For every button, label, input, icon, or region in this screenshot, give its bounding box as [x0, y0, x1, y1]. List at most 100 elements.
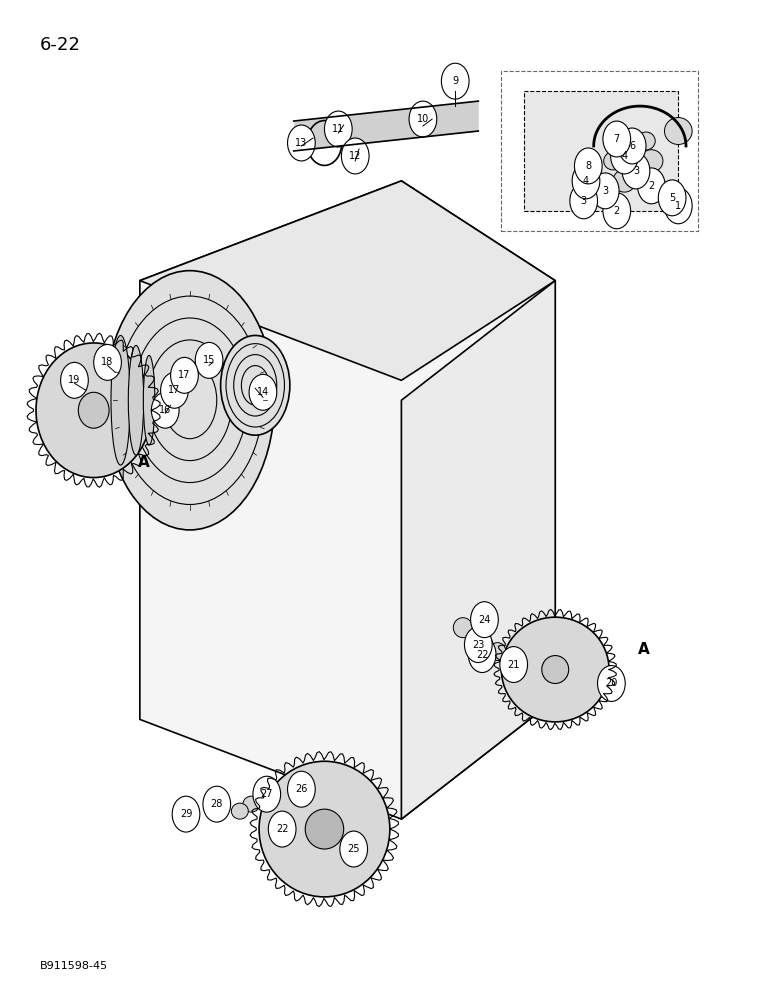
- Text: 26: 26: [295, 784, 307, 794]
- Text: 28: 28: [211, 799, 223, 809]
- Text: 22: 22: [276, 824, 289, 834]
- Circle shape: [171, 357, 198, 393]
- Ellipse shape: [128, 345, 144, 455]
- Ellipse shape: [640, 150, 663, 172]
- Text: A: A: [638, 642, 649, 657]
- Circle shape: [324, 111, 352, 147]
- Text: 24: 24: [479, 615, 491, 625]
- Ellipse shape: [476, 636, 493, 654]
- Polygon shape: [401, 281, 555, 819]
- Circle shape: [341, 138, 369, 174]
- Circle shape: [253, 776, 280, 812]
- Text: B911598-45: B911598-45: [40, 961, 108, 971]
- Circle shape: [465, 627, 493, 663]
- Text: 4: 4: [621, 151, 628, 161]
- Circle shape: [203, 786, 231, 822]
- Circle shape: [151, 392, 179, 428]
- Text: 15: 15: [203, 355, 215, 365]
- Circle shape: [195, 342, 223, 378]
- Circle shape: [622, 153, 650, 189]
- Circle shape: [638, 168, 665, 204]
- Ellipse shape: [637, 132, 655, 150]
- Ellipse shape: [621, 142, 640, 160]
- Circle shape: [611, 138, 638, 174]
- Text: 19: 19: [69, 375, 80, 385]
- Ellipse shape: [613, 170, 636, 192]
- Circle shape: [603, 193, 631, 229]
- Ellipse shape: [489, 643, 506, 661]
- Text: 14: 14: [257, 387, 269, 397]
- Ellipse shape: [542, 656, 569, 683]
- Text: 6-22: 6-22: [40, 36, 81, 54]
- Ellipse shape: [105, 271, 275, 530]
- Ellipse shape: [665, 118, 692, 144]
- Text: 2: 2: [614, 206, 620, 216]
- Circle shape: [269, 811, 296, 847]
- Ellipse shape: [255, 789, 272, 805]
- Text: 9: 9: [452, 76, 459, 86]
- Circle shape: [249, 374, 277, 410]
- Circle shape: [340, 831, 367, 867]
- Circle shape: [442, 63, 469, 99]
- Circle shape: [172, 796, 200, 832]
- Text: 29: 29: [180, 809, 192, 819]
- Text: 22: 22: [476, 650, 489, 660]
- Ellipse shape: [111, 335, 130, 465]
- Text: 5: 5: [669, 193, 676, 203]
- Circle shape: [572, 163, 600, 199]
- Ellipse shape: [221, 335, 290, 435]
- Circle shape: [591, 173, 619, 209]
- Text: 8: 8: [585, 161, 591, 171]
- Circle shape: [161, 372, 188, 408]
- Circle shape: [287, 771, 315, 807]
- Circle shape: [471, 602, 498, 638]
- Circle shape: [618, 128, 646, 164]
- Ellipse shape: [144, 355, 155, 445]
- Ellipse shape: [576, 191, 596, 211]
- Text: 17: 17: [168, 385, 181, 395]
- Text: 12: 12: [349, 151, 361, 161]
- Text: 10: 10: [417, 114, 429, 124]
- Circle shape: [409, 101, 437, 137]
- Text: 21: 21: [507, 660, 520, 670]
- Circle shape: [61, 362, 88, 398]
- Ellipse shape: [453, 618, 472, 638]
- Ellipse shape: [305, 809, 344, 849]
- Circle shape: [659, 180, 686, 216]
- Ellipse shape: [78, 392, 109, 428]
- Ellipse shape: [604, 152, 622, 170]
- Circle shape: [598, 666, 625, 701]
- Text: 18: 18: [101, 357, 113, 367]
- Circle shape: [93, 344, 121, 380]
- Ellipse shape: [232, 803, 249, 819]
- Text: 3: 3: [602, 186, 608, 196]
- Text: 1: 1: [676, 201, 682, 211]
- Text: 17: 17: [178, 370, 191, 380]
- Ellipse shape: [466, 629, 483, 647]
- Text: 4: 4: [583, 176, 589, 186]
- Polygon shape: [140, 181, 555, 380]
- Text: 20: 20: [605, 678, 618, 688]
- Text: 16: 16: [159, 405, 171, 415]
- Ellipse shape: [501, 617, 609, 722]
- Circle shape: [499, 647, 527, 682]
- Circle shape: [665, 188, 692, 224]
- Text: 13: 13: [295, 138, 307, 148]
- Text: 23: 23: [472, 640, 485, 650]
- Circle shape: [287, 125, 315, 161]
- Ellipse shape: [259, 761, 390, 897]
- Text: 7: 7: [614, 134, 620, 144]
- Polygon shape: [140, 181, 555, 819]
- Text: 3: 3: [581, 196, 587, 206]
- Ellipse shape: [595, 181, 615, 201]
- Text: 3: 3: [633, 166, 639, 176]
- Polygon shape: [524, 91, 679, 211]
- Circle shape: [469, 637, 496, 673]
- Text: 27: 27: [260, 789, 273, 799]
- Circle shape: [574, 148, 602, 184]
- Ellipse shape: [36, 343, 151, 478]
- Circle shape: [570, 183, 598, 219]
- Text: A: A: [138, 455, 150, 470]
- Circle shape: [603, 121, 631, 157]
- Text: 6: 6: [629, 141, 635, 151]
